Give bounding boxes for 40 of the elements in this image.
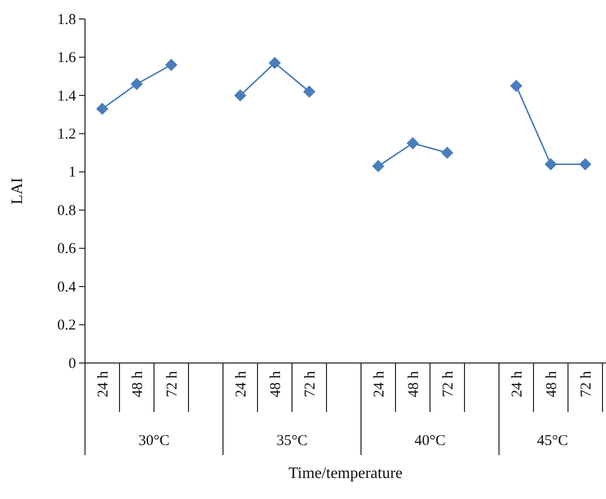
x-tick-label: 24 h <box>509 370 526 398</box>
y-tick-label: 1.8 <box>57 12 76 28</box>
y-tick-label: 1.6 <box>57 50 76 66</box>
x-tick-label: 48 h <box>406 370 422 398</box>
point <box>130 78 143 90</box>
y-axis-title: LAI <box>9 178 26 204</box>
text: 40°C <box>414 433 446 449</box>
x-tick-label: 48 h <box>130 370 146 398</box>
point <box>579 158 592 170</box>
y-tick-label: 0 <box>68 356 76 372</box>
x-tick-label: 24 h <box>95 370 112 398</box>
y-tick-label: 0.2 <box>57 318 76 334</box>
x-tick-label: 72 h <box>440 370 456 398</box>
point <box>268 56 281 70</box>
point <box>441 146 454 159</box>
y-tick-label: 0.6 <box>57 241 76 258</box>
x-axis-title: Time/temperature <box>288 465 403 482</box>
x-tick-label: 24 h <box>233 370 250 398</box>
text: 45°C <box>536 433 568 449</box>
y-tick-label: 1.4 <box>57 88 76 104</box>
x-tick-label: 72 h <box>164 370 180 398</box>
x-tick-label: 72 h <box>302 370 318 398</box>
point <box>165 58 178 71</box>
y-tick-label: 0.8 <box>57 202 76 219</box>
point <box>510 80 522 92</box>
text: 30°C <box>138 433 170 449</box>
point <box>234 89 246 102</box>
point <box>372 160 384 172</box>
x-tick-label: 24 h <box>371 370 388 398</box>
y-tick-label: 0.4 <box>57 279 76 296</box>
x-tick-label: 72 h <box>578 370 594 398</box>
point <box>544 158 557 170</box>
x-tick-label: 48 h <box>268 370 284 398</box>
point <box>406 137 419 150</box>
point <box>96 102 108 115</box>
point <box>303 86 316 98</box>
x-tick-label: 48 h <box>544 370 560 398</box>
text: 35°C <box>276 433 308 449</box>
y-tick-label: 1 <box>68 164 76 181</box>
y-tick-label: 1.2 <box>57 126 76 142</box>
